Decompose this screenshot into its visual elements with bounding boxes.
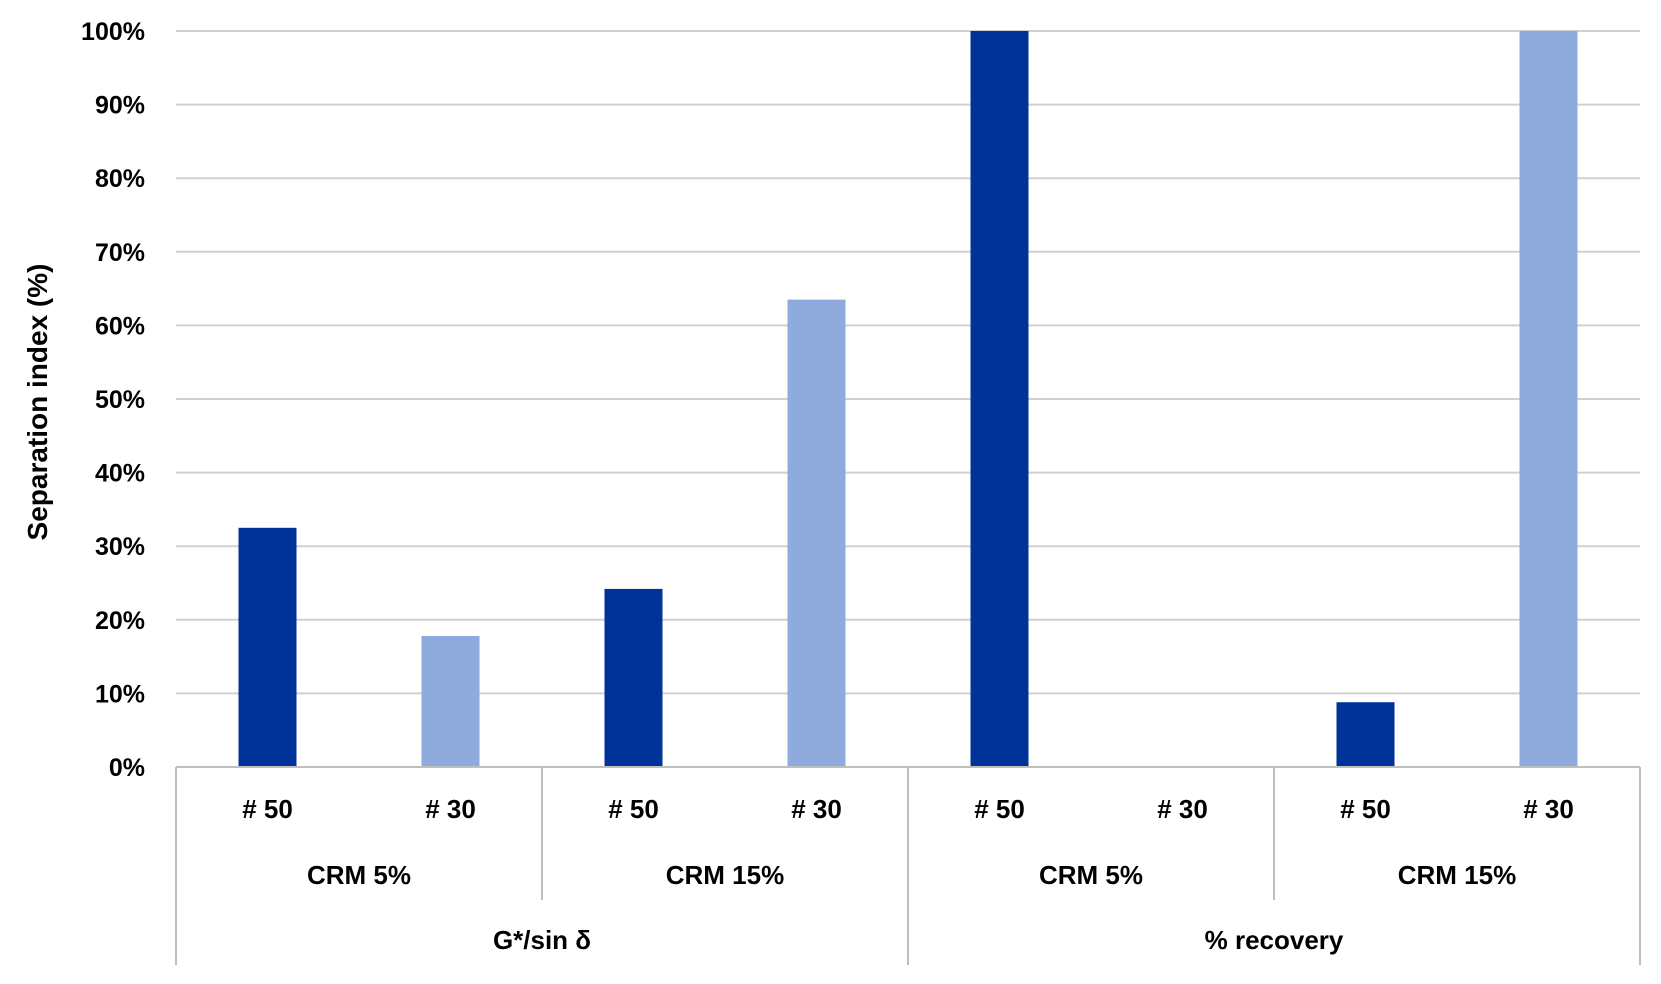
y-tick-label: 60% xyxy=(95,312,145,340)
x-category-label: # 50 xyxy=(242,794,293,824)
x-subgroup-label: CRM 5% xyxy=(1039,860,1143,890)
y-tick-label: 30% xyxy=(95,533,145,561)
y-tick-label: 20% xyxy=(95,607,145,635)
y-tick-label: 10% xyxy=(95,680,145,708)
x-category-label: # 30 xyxy=(425,794,476,824)
bar xyxy=(604,588,663,767)
bar xyxy=(970,31,1029,767)
y-tick-label: 90% xyxy=(95,92,145,120)
x-subgroup-label: CRM 15% xyxy=(666,860,784,890)
labels: 0% 10% 20% 30% 40% 50% 60% 70% 80% 90% 100% # 50 # 3… xyxy=(81,18,1574,955)
y-tick-label: 50% xyxy=(95,386,145,414)
y-tick-label: 80% xyxy=(95,165,145,193)
x-group-label: G*/sin δ xyxy=(493,925,591,955)
axes xyxy=(175,766,1641,965)
bar xyxy=(238,527,297,767)
x-subgroup-label: CRM 5% xyxy=(307,860,411,890)
x-category-label: # 50 xyxy=(608,794,659,824)
bar xyxy=(1336,702,1395,767)
x-category-label: # 30 xyxy=(791,794,842,824)
x-category-label: # 30 xyxy=(1523,794,1574,824)
bar xyxy=(787,299,846,767)
x-group-label: % recovery xyxy=(1205,925,1344,955)
y-tick-label: 40% xyxy=(95,460,145,488)
bars xyxy=(238,31,1578,767)
x-category-label: # 50 xyxy=(1340,794,1391,824)
bar xyxy=(421,635,480,767)
x-subgroup-label: CRM 15% xyxy=(1398,860,1516,890)
x-category-label: # 30 xyxy=(1157,794,1208,824)
x-category-label: # 50 xyxy=(974,794,1025,824)
y-tick-label: 70% xyxy=(95,239,145,267)
y-axis-title: Separation index (%) xyxy=(22,264,53,541)
y-tick-label: 100% xyxy=(81,18,145,46)
bar xyxy=(1519,31,1578,767)
gridlines xyxy=(176,30,1640,695)
y-tick-label: 0% xyxy=(109,754,145,782)
